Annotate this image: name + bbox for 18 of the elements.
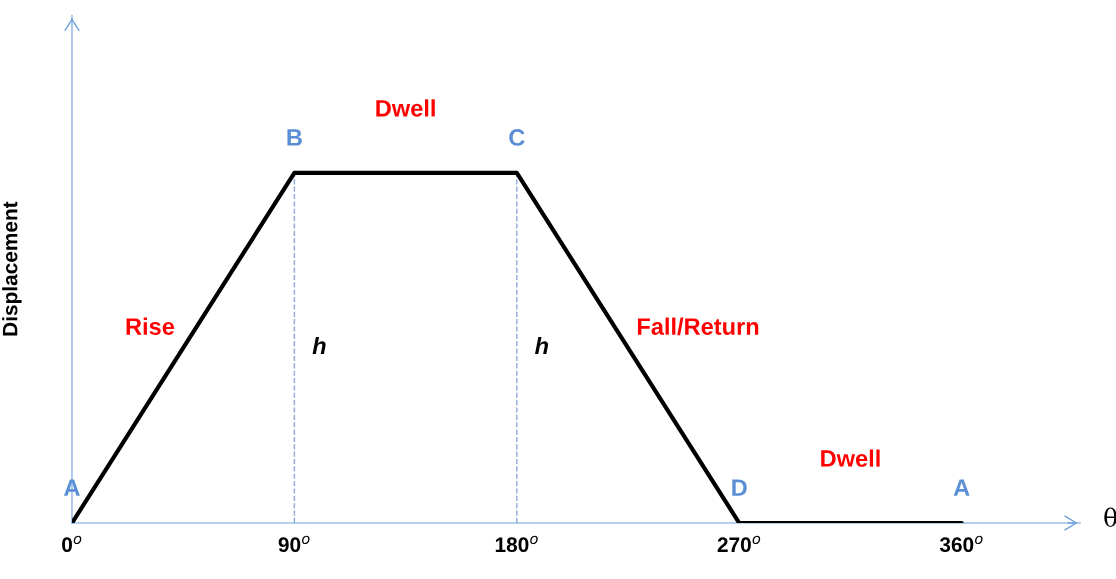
annotation: A bbox=[953, 479, 970, 496]
annotation: Dwell bbox=[376, 99, 435, 117]
x-axis-title: θ bbox=[1104, 507, 1116, 528]
annotation: Rise bbox=[126, 317, 175, 335]
x-tick-label: 0$^{o}$ bbox=[62, 535, 82, 553]
x-tick-label: 360$^{o}$ bbox=[939, 535, 983, 553]
annotation: h bbox=[535, 336, 549, 355]
annotation: h bbox=[312, 336, 326, 355]
annotation: B bbox=[287, 129, 302, 146]
annotation: C bbox=[509, 129, 525, 146]
annotation: Dwell bbox=[821, 449, 880, 467]
y-axis-title: Displacement bbox=[2, 201, 22, 336]
annotation: Fall/Return bbox=[637, 317, 759, 336]
x-tick-label: 90$^{o}$ bbox=[278, 535, 310, 553]
x-tick-label: 180$^{o}$ bbox=[495, 535, 538, 553]
annotation: D bbox=[732, 479, 747, 496]
x-tick-label: 270$^{o}$ bbox=[717, 535, 761, 553]
annotation: A bbox=[64, 479, 80, 496]
